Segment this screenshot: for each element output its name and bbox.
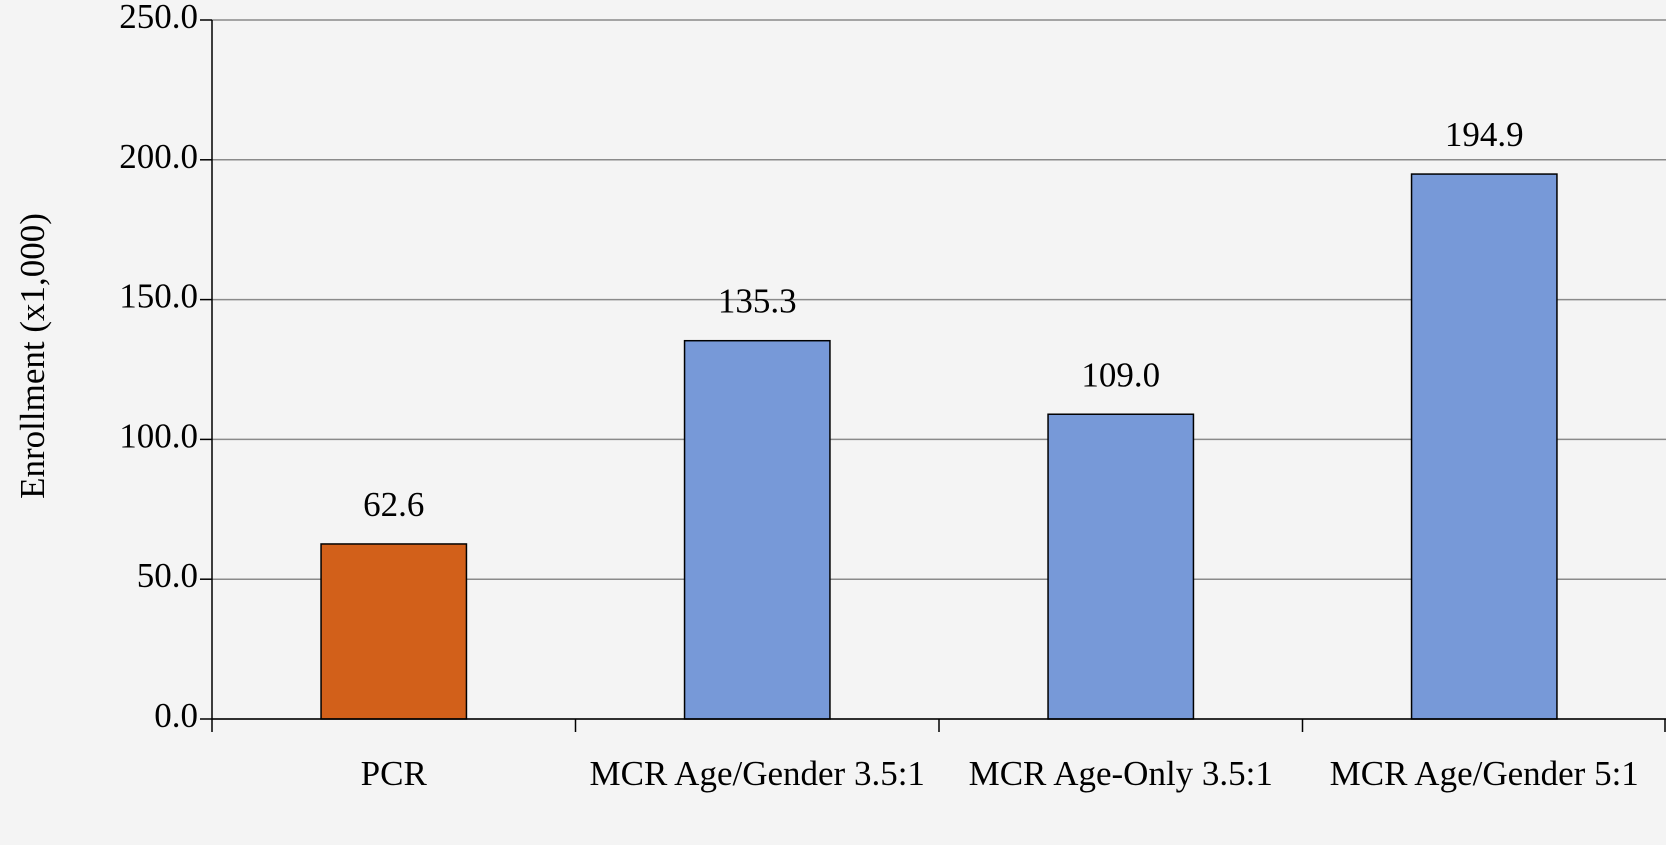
data-label: 109.0 — [1081, 355, 1160, 394]
x-tick-label: MCR Age-Only 3.5:1 — [968, 754, 1273, 793]
data-label: 194.9 — [1445, 115, 1524, 154]
bar — [1047, 413, 1195, 720]
y-tick-label: 50.0 — [137, 556, 198, 595]
y-tick-label: 200.0 — [119, 137, 198, 176]
x-tick-label: MCR Age/Gender 5:1 — [1329, 754, 1639, 793]
bar — [320, 543, 468, 720]
y-tick-label: 0.0 — [154, 696, 198, 735]
data-label: 62.6 — [363, 485, 424, 524]
y-tick-label: 150.0 — [119, 277, 198, 316]
data-label: 135.3 — [718, 282, 797, 321]
y-tick-label: 100.0 — [119, 416, 198, 455]
x-tick-label: PCR — [360, 754, 427, 793]
bar — [1410, 173, 1558, 720]
x-tick-label: MCR Age/Gender 3.5:1 — [589, 754, 925, 793]
y-axis-label: Enrollment (x1,000) — [13, 213, 52, 499]
y-tick-label: 250.0 — [119, 0, 198, 36]
bar — [683, 339, 831, 720]
